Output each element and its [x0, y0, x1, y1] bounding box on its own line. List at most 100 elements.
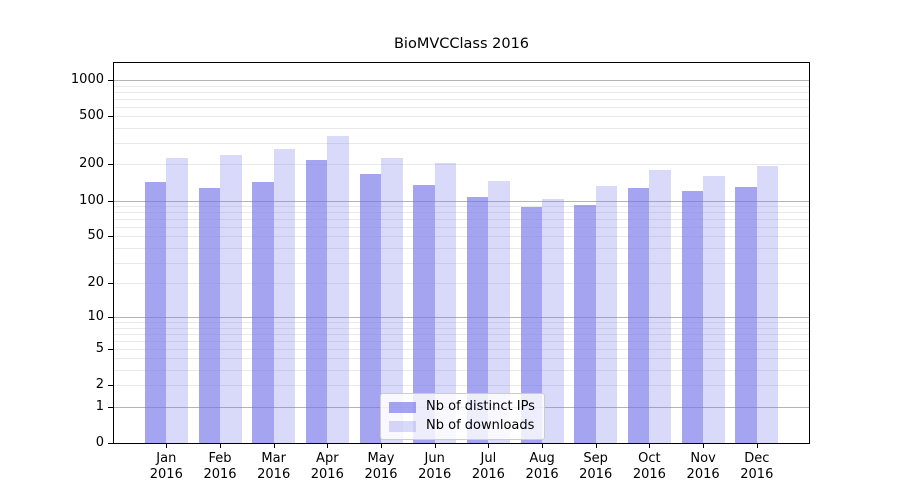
minor-gridline-8: [114, 327, 809, 329]
x-tick-may-2016: [381, 444, 382, 448]
legend-swatch-downloads: [389, 420, 416, 432]
bar-downloads-sep-2016: [595, 186, 618, 443]
bar-ips-jan-2016: [144, 181, 167, 443]
bar-ips-sep-2016: [574, 204, 596, 443]
minor-gridline-900: [114, 85, 809, 87]
legend-row-downloads: Nb of downloads: [389, 419, 535, 433]
minor-gridline-50: [114, 236, 809, 238]
minor-gridline-400: [114, 128, 809, 129]
x-tick-label-jan-2016: Jan 2016: [149, 451, 183, 482]
y-tick-200: [108, 164, 113, 166]
minor-gridline-500: [114, 116, 809, 118]
bar-downloads-mar-2016: [273, 149, 296, 443]
x-tick-label-jul-2016: Jul 2016: [471, 451, 505, 482]
x-tick-jun-2016: [434, 444, 436, 448]
plot-area: [113, 62, 810, 444]
y-tick-label-1000: 1000: [70, 71, 104, 87]
bar-downloads-oct-2016: [649, 169, 671, 443]
y-tick-label-200: 200: [79, 156, 104, 172]
y-tick-500: [108, 116, 113, 118]
major-gridline-1000: [114, 79, 809, 81]
x-tick-label-aug-2016: Aug 2016: [525, 451, 559, 482]
y-tick-label-100: 100: [79, 192, 104, 208]
bar-ips-jun-2016: [413, 185, 435, 443]
x-tick-jul-2016: [488, 444, 490, 448]
y-tick-0: [108, 443, 113, 444]
y-tick-label-50: 50: [87, 228, 104, 244]
bar-ips-nov-2016: [681, 191, 704, 443]
bar-ips-apr-2016: [305, 160, 328, 443]
legend: Nb of distinct IPs Nb of downloads: [380, 393, 545, 440]
x-tick-dec-2016: [756, 444, 758, 448]
minor-gridline-9: [114, 322, 809, 323]
bar-ips-feb-2016: [198, 187, 220, 443]
x-tick-mar-2016: [273, 444, 275, 448]
bar-downloads-nov-2016: [703, 176, 725, 443]
x-tick-label-may-2016: May 2016: [364, 451, 398, 482]
minor-gridline-2: [114, 385, 809, 387]
minor-gridline-700: [114, 98, 809, 100]
x-tick-jan-2016: [166, 444, 168, 448]
x-tick-nov-2016: [703, 444, 705, 448]
x-tick-label-mar-2016: Mar 2016: [257, 451, 291, 482]
y-tick-label-10: 10: [87, 309, 104, 324]
bar-downloads-jun-2016: [434, 162, 457, 443]
bar-downloads-dec-2016: [756, 166, 779, 443]
minor-gridline-40: [114, 247, 809, 249]
x-tick-apr-2016: [327, 444, 329, 448]
y-tick-1: [108, 406, 113, 408]
x-tick-label-jun-2016: Jun 2016: [418, 451, 452, 482]
y-tick-10: [108, 317, 113, 318]
bar-ips-dec-2016: [735, 187, 757, 443]
y-tick-5: [108, 348, 113, 350]
y-tick-label-0: 0: [95, 435, 104, 450]
minor-gridline-4: [114, 358, 809, 360]
x-tick-oct-2016: [649, 444, 651, 448]
y-tick-2: [108, 385, 113, 387]
minor-gridline-90: [114, 206, 809, 207]
bar-ips-mar-2016: [252, 181, 274, 443]
x-tick-label-dec-2016: Dec 2016: [740, 451, 774, 482]
y-tick-label-2: 2: [95, 377, 104, 393]
y-tick-label-5: 5: [95, 340, 104, 356]
y-tick-20: [108, 283, 113, 284]
bar-downloads-apr-2016: [327, 136, 349, 443]
minor-gridline-200: [114, 164, 809, 166]
bar-downloads-may-2016: [381, 157, 403, 443]
y-tick-50: [108, 236, 113, 238]
minor-gridline-80: [114, 212, 809, 214]
minor-gridline-800: [114, 91, 809, 93]
minor-gridline-7: [114, 333, 809, 335]
legend-label-distinct-ips: Nb of distinct IPs: [426, 399, 535, 414]
major-gridline-100: [114, 200, 809, 202]
minor-gridline-3: [114, 370, 809, 372]
x-tick-label-apr-2016: Apr 2016: [310, 451, 344, 482]
bar-ips-aug-2016: [520, 207, 543, 443]
y-tick-1000: [108, 79, 113, 81]
bar-downloads-jul-2016: [488, 180, 510, 443]
legend-label-downloads: Nb of downloads: [426, 418, 535, 433]
x-tick-aug-2016: [542, 444, 544, 448]
x-tick-feb-2016: [220, 444, 221, 448]
bar-downloads-aug-2016: [542, 199, 564, 443]
minor-gridline-5: [114, 348, 809, 350]
x-tick-label-feb-2016: Feb 2016: [203, 451, 237, 482]
minor-gridline-30: [114, 262, 809, 264]
x-tick-label-nov-2016: Nov 2016: [686, 451, 720, 482]
minor-gridline-6: [114, 340, 809, 342]
minor-gridline-600: [114, 106, 809, 108]
y-tick-label-500: 500: [79, 108, 104, 124]
bar-ips-oct-2016: [627, 187, 650, 443]
chart-title: BioMVCClass 2016: [393, 36, 530, 52]
minor-gridline-300: [114, 143, 809, 145]
y-tick-label-20: 20: [87, 275, 104, 290]
major-gridline-10: [114, 317, 809, 318]
minor-gridline-20: [114, 283, 809, 284]
y-tick-label-1: 1: [95, 398, 104, 414]
x-tick-label-oct-2016: Oct 2016: [632, 451, 666, 482]
bar-ips-may-2016: [359, 174, 381, 443]
y-tick-100: [108, 200, 113, 202]
legend-swatch-distinct-ips: [389, 401, 416, 413]
legend-row-distinct-ips: Nb of distinct IPs: [389, 400, 535, 414]
